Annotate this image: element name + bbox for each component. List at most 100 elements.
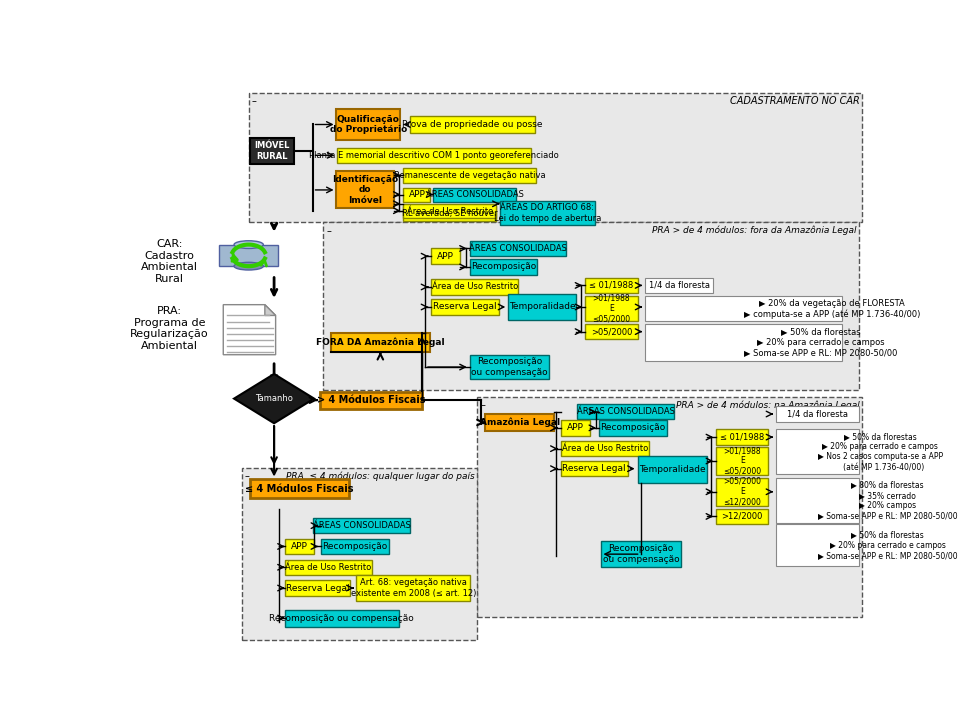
Bar — [560, 441, 649, 456]
Text: Qualificação
do Proprietário: Qualificação do Proprietário — [329, 115, 407, 134]
Bar — [638, 456, 707, 482]
Bar — [250, 138, 294, 164]
Text: >01/1988
E
≤05/2000: >01/1988 E ≤05/2000 — [592, 294, 631, 323]
Text: >05/2000: >05/2000 — [590, 327, 632, 336]
Bar — [560, 420, 590, 435]
Bar — [411, 116, 535, 133]
Text: PRA > de 4 módulos: na Amazônia Legal: PRA > de 4 módulos: na Amazônia Legal — [676, 401, 860, 410]
Text: ▶ 50% da florestas
▶ 20% para cerrado e campos
▶ Soma-se APP e RL: MP 2080-50/00: ▶ 50% da florestas ▶ 20% para cerrado e … — [817, 531, 957, 560]
Bar — [331, 333, 430, 351]
Bar — [645, 296, 842, 321]
Bar — [336, 171, 394, 208]
Text: IMÓVEL
RURAL: IMÓVEL RURAL — [254, 142, 290, 161]
Text: ▶ 80% da florestas
▶ 35% cerrado
▶ 20% campos
▶ Soma-se APP e RL: MP 2080-50/00: ▶ 80% da florestas ▶ 35% cerrado ▶ 20% c… — [817, 480, 957, 521]
Text: –: – — [252, 96, 257, 106]
Text: Reserva Legal: Reserva Legal — [562, 464, 626, 473]
Text: –: – — [480, 401, 485, 411]
Text: Prova de propriedade ou posse: Prova de propriedade ou posse — [403, 120, 543, 129]
Bar — [776, 429, 860, 474]
Bar — [477, 397, 863, 617]
Text: RL averada, SE houver: RL averada, SE houver — [402, 209, 497, 218]
Polygon shape — [234, 374, 314, 423]
Text: Reserva Legal: Reserva Legal — [433, 302, 497, 312]
Text: Remanescente de vegetação nativa: Remanescente de vegetação nativa — [394, 171, 546, 180]
Polygon shape — [265, 304, 275, 315]
Bar — [431, 299, 498, 315]
Bar — [434, 188, 516, 202]
Bar — [485, 414, 554, 431]
Bar — [776, 524, 860, 566]
Bar — [585, 278, 638, 293]
Text: 1/4 da floresta: 1/4 da floresta — [787, 409, 848, 419]
Text: Área de Uso Restrito: Área de Uso Restrito — [407, 207, 493, 215]
Text: CAR:
Cadastro
Ambiental
Rural: CAR: Cadastro Ambiental Rural — [141, 239, 198, 284]
Text: ≤ 4 Módulos Fiscais: ≤ 4 Módulos Fiscais — [245, 484, 354, 494]
Text: ÁREAS DO ARTIGO 68:
Lei do tempo de abertura: ÁREAS DO ARTIGO 68: Lei do tempo de aber… — [494, 203, 601, 223]
Bar — [776, 406, 860, 422]
Bar — [469, 260, 537, 275]
Text: PRA:
Programa de
Regularização
Ambiental: PRA: Programa de Regularização Ambiental — [130, 307, 209, 351]
Bar — [321, 539, 389, 554]
Text: Recomposição ou compensação: Recomposição ou compensação — [270, 614, 414, 623]
Text: PRA > de 4 módulos: fora da Amazônia Legal: PRA > de 4 módulos: fora da Amazônia Leg… — [652, 226, 856, 236]
Text: ≤ 01/1988: ≤ 01/1988 — [589, 281, 634, 290]
Text: Identificação
do
Imóvel: Identificação do Imóvel — [332, 175, 398, 205]
Text: –: – — [327, 226, 331, 236]
Bar — [716, 429, 768, 445]
Bar — [248, 93, 862, 222]
Text: APP: APP — [409, 190, 425, 200]
Bar — [324, 222, 859, 390]
Bar — [285, 581, 351, 596]
Text: >01/1988
E
≤05/2000: >01/1988 E ≤05/2000 — [724, 446, 761, 476]
Bar — [285, 539, 314, 554]
Text: Temporalidade: Temporalidade — [639, 465, 705, 474]
Bar — [469, 355, 549, 380]
Bar — [404, 204, 496, 218]
Text: Tamanho: Tamanho — [255, 394, 293, 403]
Text: ÁREAS CONSOLIDADAS: ÁREAS CONSOLIDADAS — [313, 521, 411, 530]
Text: 1/4 da floresta: 1/4 da floresta — [648, 281, 710, 290]
Bar — [499, 201, 595, 226]
Bar — [585, 296, 638, 321]
Text: ÁREAS CONSOLIDADAS: ÁREAS CONSOLIDADAS — [577, 407, 674, 416]
Bar — [313, 518, 410, 534]
Bar — [469, 241, 566, 256]
Text: ▶ 50% da florestas
▶ 20% para cerrado e campos
▶ Soma-se APP e RL: MP 2080-50/00: ▶ 50% da florestas ▶ 20% para cerrado e … — [744, 328, 897, 357]
Text: ▶ 20% da vegetação de FLORESTA
▶ computa-se a APP (até MP 1.736-40/00): ▶ 20% da vegetação de FLORESTA ▶ computa… — [744, 299, 921, 319]
Bar — [356, 575, 470, 601]
Text: >05/2000
E
≤12/2000: >05/2000 E ≤12/2000 — [724, 477, 761, 507]
Bar — [219, 244, 278, 266]
Bar — [578, 404, 673, 419]
Text: APP: APP — [291, 542, 308, 551]
Text: ÁREAS CONSOLIDADAS: ÁREAS CONSOLIDADAS — [426, 190, 524, 200]
Bar — [716, 509, 768, 524]
Bar — [321, 392, 422, 408]
Bar — [250, 479, 349, 498]
Text: Reserva Legal: Reserva Legal — [286, 583, 350, 593]
Text: >12/2000: >12/2000 — [722, 512, 763, 521]
Text: > 4 Módulos Fiscais: > 4 Módulos Fiscais — [317, 395, 425, 405]
Bar — [285, 609, 399, 627]
Bar — [431, 249, 461, 264]
Bar — [508, 294, 576, 320]
Bar — [285, 560, 372, 575]
Text: Recomposição
ou compensação: Recomposição ou compensação — [471, 357, 548, 377]
Text: Área de Uso Restrito: Área de Uso Restrito — [561, 444, 648, 453]
Bar — [601, 541, 681, 568]
Text: APP: APP — [567, 424, 583, 432]
Bar — [336, 109, 400, 140]
Text: –: – — [244, 471, 249, 482]
Bar — [431, 279, 518, 295]
Text: Recomposição: Recomposição — [323, 542, 387, 551]
Bar — [404, 206, 496, 221]
Text: FORA DA Amazônia Legal: FORA DA Amazônia Legal — [316, 338, 444, 347]
Text: Amazônia Legal: Amazônia Legal — [480, 418, 559, 427]
Bar — [645, 278, 713, 293]
Bar — [337, 147, 531, 163]
Text: Recomposição: Recomposição — [600, 424, 666, 432]
Text: Planta E memorial descritivo COM 1 ponto georeferenciado: Planta E memorial descritivo COM 1 ponto… — [309, 151, 559, 160]
Text: ▶ 50% da florestas
▶ 20% para cerrado e campos
▶ Nos 2 casos computa-se a APP
  : ▶ 50% da florestas ▶ 20% para cerrado e … — [817, 432, 943, 472]
Polygon shape — [223, 304, 275, 355]
Text: PRA  ≤ 4 módulos: qualquer lugar do país: PRA ≤ 4 módulos: qualquer lugar do país — [286, 471, 474, 481]
Bar — [404, 206, 496, 221]
